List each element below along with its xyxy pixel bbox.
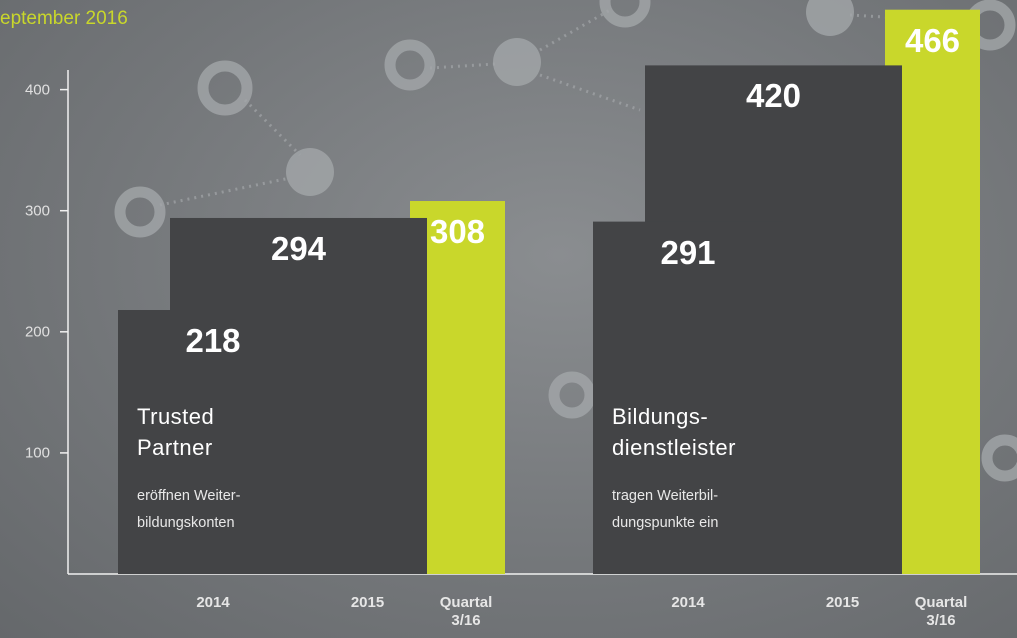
group-label: Partner xyxy=(137,435,213,460)
x-tick-label: 2014 xyxy=(671,594,705,611)
group-description: tragen Weiterbil- xyxy=(612,488,719,504)
group-description: dungspunkte ein xyxy=(612,515,719,531)
x-tick-label: 2014 xyxy=(196,594,230,611)
y-tick-label: 200 xyxy=(24,323,50,341)
group-label: dienstleister xyxy=(612,435,736,460)
bar xyxy=(118,310,308,574)
value-label: 308 xyxy=(429,213,486,251)
bar xyxy=(593,221,783,574)
group-description: bildungskonten xyxy=(137,515,235,531)
x-tick-label: 2015 xyxy=(825,594,860,611)
x-tick-label: Quartal 3/16 xyxy=(914,594,968,629)
value-label: 294 xyxy=(270,229,327,267)
y-tick-label: 400 xyxy=(24,81,50,99)
x-tick-label: Quartal 3/16 xyxy=(439,594,493,629)
group-label: Trusted xyxy=(137,404,215,429)
value-label: 420 xyxy=(745,77,802,115)
y-tick-label: 100 xyxy=(24,444,50,462)
group-label: Bildungs- xyxy=(612,404,709,429)
group-description: eröffnen Weiter- xyxy=(137,488,241,504)
value-label: 466 xyxy=(904,21,961,59)
x-tick-label: 2015 xyxy=(350,594,385,611)
y-tick-label: 300 xyxy=(24,202,50,220)
decoration xyxy=(159,8,971,207)
value-label: 218 xyxy=(185,322,241,359)
decoration xyxy=(286,0,854,196)
chart-title: eptember 2016 xyxy=(0,8,128,29)
value-label: 291 xyxy=(660,233,716,271)
